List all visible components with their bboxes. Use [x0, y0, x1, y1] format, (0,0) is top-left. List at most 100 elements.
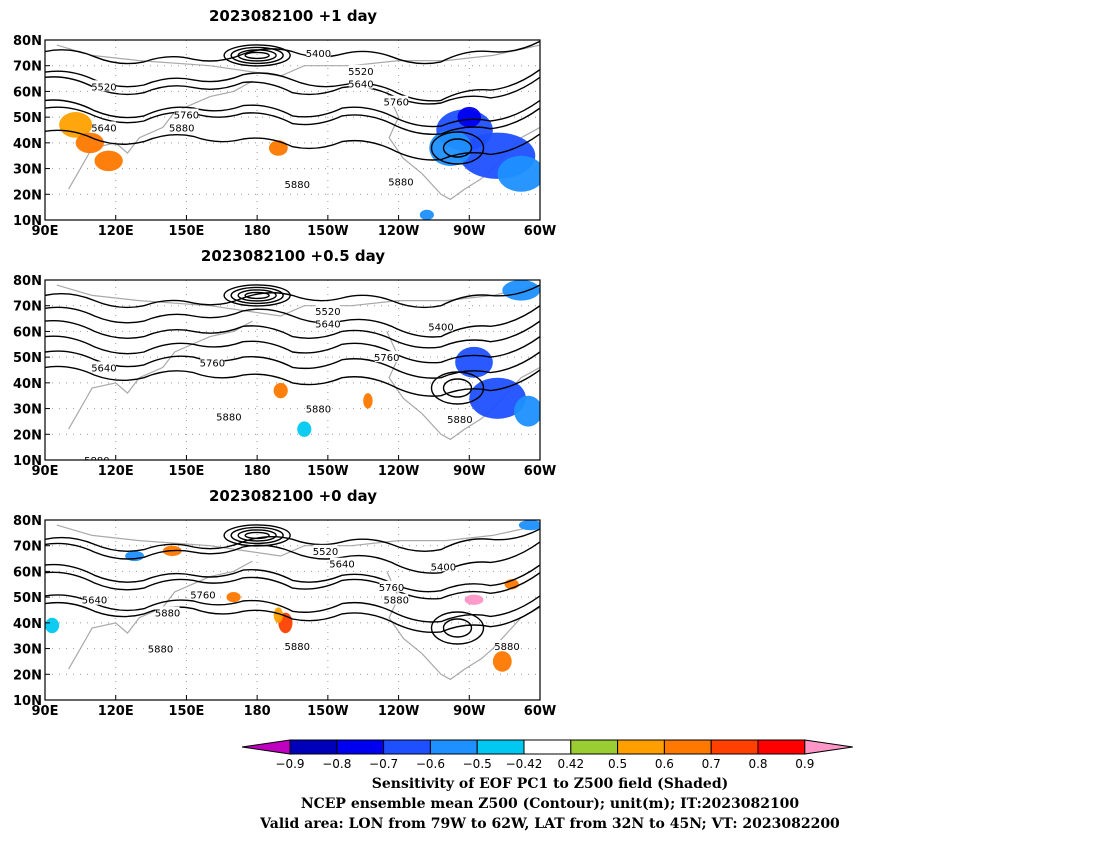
contour-label: 5760 [200, 358, 225, 369]
y-tick-label: 10N [13, 694, 42, 709]
panel-1: 2023082100 +1 day [209, 7, 377, 25]
y-tick-label: 20N [13, 668, 42, 683]
contour-closed [244, 531, 270, 540]
contour-closed [237, 289, 277, 302]
contour-closed [223, 524, 291, 547]
contour-line [45, 528, 540, 552]
contour-label-bg [429, 320, 453, 332]
contour-closed [244, 51, 270, 60]
y-tick-label: 20N [13, 188, 42, 203]
colorbar-tick-label: 0.9 [795, 757, 814, 771]
map-panel: 5520 5640 5400 5760 5880 5640 5760 5880 5880 5880… [13, 514, 556, 719]
colorbar-bin [476, 739, 525, 755]
contour-label-bg [306, 402, 331, 414]
x-tick-label: 90E [32, 224, 59, 239]
contour-label-bg [174, 108, 199, 120]
contour-label: 5640 [91, 363, 116, 374]
map-frame [44, 519, 541, 701]
contour-label: 5520 [313, 547, 338, 558]
sensitivity-shading [514, 395, 540, 427]
contour-label-bg [169, 121, 194, 133]
sensitivity-shading [273, 382, 288, 399]
contour-closed [223, 44, 291, 67]
x-tick-label: 180 [244, 464, 271, 479]
contour-label-bg [91, 361, 116, 373]
contour-label-bg [348, 77, 373, 89]
contour-closed [430, 371, 485, 405]
contour-closed [430, 611, 485, 645]
contour-label: 5880 [388, 177, 413, 188]
y-tick-label: 80N [13, 34, 42, 49]
map-frame [44, 279, 541, 461]
footer-line-2: NCEP ensemble mean Z500 (Contour); unit(… [300, 796, 800, 812]
y-tick-label: 60N [13, 565, 42, 580]
contour-line [45, 350, 540, 379]
colorbar-bin [383, 739, 431, 755]
colorbar-tick-label: −0.8 [322, 757, 351, 771]
x-tick-label: 90E [32, 704, 59, 719]
contour-line [45, 335, 540, 364]
colorbar-bin [663, 739, 712, 755]
contour-label-bg [148, 642, 173, 654]
contour-line [45, 69, 540, 102]
contour-label-bg [330, 557, 354, 569]
contour-line [45, 571, 540, 600]
coastline [68, 320, 253, 430]
y-tick-label: 80N [13, 514, 42, 529]
sensitivity-shading [273, 607, 284, 623]
contour-line [45, 365, 540, 397]
contour-label-bg [384, 593, 409, 605]
contour-label-bg [315, 317, 340, 329]
x-tick-label: 120W [378, 224, 419, 239]
y-tick-label: 30N [13, 403, 42, 418]
contour-label-bg [82, 593, 107, 605]
colorbar-arrow-high [804, 739, 853, 755]
contour-label: 5760 [379, 583, 404, 594]
x-tick-label: 150E [168, 464, 204, 479]
colorbar-bin [757, 739, 806, 755]
y-tick-label: 40N [13, 617, 42, 632]
contour-label: 5640 [82, 596, 107, 607]
colorbar-bin [523, 739, 572, 755]
x-tick-label: 150W [307, 224, 348, 239]
colorbar-tick-label: 0.7 [702, 757, 721, 771]
y-tick-label: 20N [13, 428, 42, 443]
contour-line [45, 40, 540, 65]
y-tick-label: 30N [13, 643, 42, 658]
x-tick-label: 150W [307, 704, 348, 719]
contour-label: 5640 [91, 123, 116, 134]
x-tick-label: 60W [524, 704, 556, 719]
y-tick-label: 40N [13, 377, 42, 392]
contour-label: 5880 [284, 180, 309, 191]
sensitivity-shading [455, 346, 493, 378]
contour-label-bg [431, 560, 456, 572]
x-tick-label: 60W [524, 464, 556, 479]
colorbar-bin [570, 739, 619, 755]
contour-label-bg [285, 178, 310, 189]
panel-title: 2023082100 +0 day [209, 487, 377, 505]
contour-closed [442, 378, 473, 398]
sensitivity-shading [297, 421, 312, 437]
sensitivity-shading [226, 592, 241, 603]
contour-label-bg [388, 175, 413, 187]
colorbar-tick-label: −0.7 [369, 757, 398, 771]
contour-label: 5520 [348, 67, 373, 78]
x-tick-label: 60W [524, 224, 556, 239]
contour-label-bg [315, 304, 340, 316]
footer-line-3: Valid area: LON from 79W to 62W, LAT fro… [260, 816, 840, 832]
contour-label-bg [216, 410, 241, 422]
sensitivity-shading [363, 393, 373, 409]
colorbar-tick-label: −0.42 [506, 757, 543, 771]
panel-title: 2023082100 +0.5 day [201, 247, 385, 265]
sensitivity-shading [94, 150, 123, 172]
contour-label-bg [348, 64, 373, 76]
contour-label: 5880 [216, 412, 241, 423]
colorbar-tick-label: 0.8 [748, 757, 767, 771]
map-panel: 5520 5640 5400 5760 5640 5760 5880 5880 5880 5880… [13, 274, 556, 479]
sensitivity-shading [419, 209, 434, 220]
panel-3: 2023082100 +0 day [209, 487, 377, 505]
x-tick-label: 90W [453, 224, 485, 239]
